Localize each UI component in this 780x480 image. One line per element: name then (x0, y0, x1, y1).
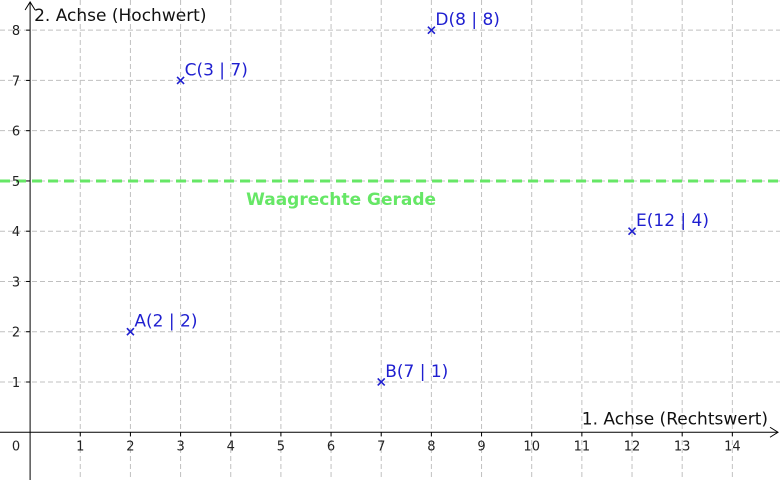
x-tick-label: 12 (624, 439, 641, 454)
point-label: A(2 | 2) (134, 312, 197, 332)
point-marker (427, 26, 436, 35)
x-tick-label: 7 (377, 439, 385, 454)
y-tick-label: 5 (12, 175, 20, 190)
x-axis-label: 1. Achse (Rechtswert) (582, 409, 768, 429)
point-marker (377, 377, 386, 387)
horizontal-line-layer: Waagrechte Gerade (0, 179, 780, 210)
y-tick-label: 6 (12, 125, 20, 140)
x-tick-label: 1 (76, 439, 84, 454)
data-point: A(2 | 2) (126, 312, 197, 336)
y-tick-label: 1 (12, 376, 20, 391)
point-marker (627, 227, 637, 236)
x-tick-label: 11 (574, 439, 591, 454)
y-axis-arrow (24, 1, 36, 11)
x-tick-label: 9 (477, 439, 485, 454)
x-tick-label: 6 (327, 439, 335, 454)
x-axis-arrow (769, 426, 779, 438)
origin-label: 0 (12, 439, 20, 454)
y-tick-label: 2 (12, 326, 20, 341)
data-point: C(3 | 7) (176, 60, 248, 85)
y-tick-label: 8 (12, 24, 20, 39)
points: A(2 | 2) B(7 | 1) C(3 | 7) D(8 | 8) E(12 | 4… (126, 10, 709, 387)
x-tick-label: 3 (176, 439, 184, 454)
point-marker (176, 76, 185, 85)
point-label: E(12 | 4) (636, 211, 709, 231)
data-point: E(12 | 4) (627, 211, 709, 236)
data-point: B(7 | 1) (377, 362, 448, 387)
x-tick-label: 10 (523, 439, 540, 454)
y-tick-labels: 1 2 3 4 5 6 7 8 (12, 24, 31, 391)
y-axis-label: 2. Achse (Hochwert) (34, 6, 206, 26)
y-tick-label: 7 (12, 74, 20, 89)
horizontal-line-label: Waagrechte Gerade (246, 190, 436, 210)
point-marker (126, 327, 135, 336)
x-tick-label: 4 (227, 439, 235, 454)
x-tick-label: 13 (674, 439, 691, 454)
x-tick-label: 2 (126, 439, 134, 454)
x-tick-label: 5 (277, 439, 285, 454)
data-point: D(8 | 8) (427, 10, 500, 35)
point-label: C(3 | 7) (185, 60, 248, 80)
x-tick-labels: 1 2 3 4 5 6 7 8 9 10 11 12 13 14 (76, 432, 741, 454)
x-tick-label: 14 (724, 439, 741, 454)
point-label: D(8 | 8) (435, 10, 500, 30)
point-label: B(7 | 1) (385, 362, 448, 382)
y-tick-label: 4 (12, 225, 20, 240)
x-tick-label: 8 (427, 439, 435, 454)
y-tick-label: 3 (12, 275, 20, 290)
